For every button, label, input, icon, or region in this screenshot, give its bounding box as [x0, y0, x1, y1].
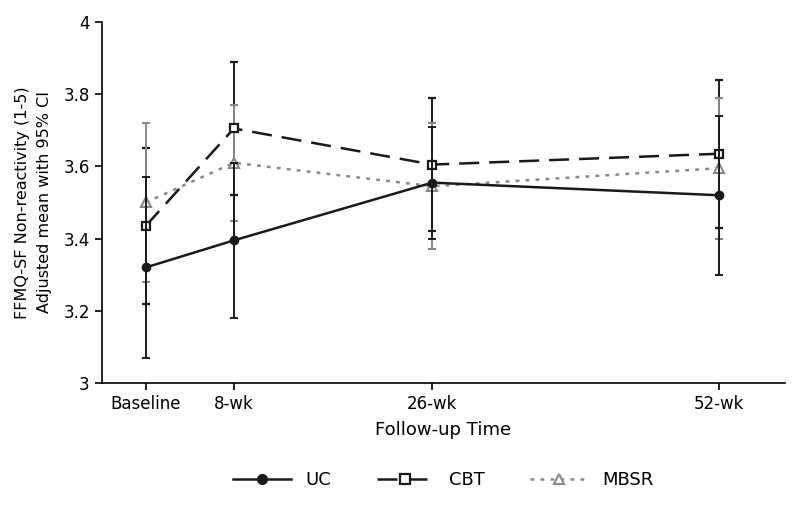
Y-axis label: FFMQ-SF Non-reactivity (1-5)
Adjusted mean with 95% CI: FFMQ-SF Non-reactivity (1-5) Adjusted me…	[15, 86, 52, 319]
X-axis label: Follow-up Time: Follow-up Time	[375, 421, 511, 439]
Legend: UC, CBT, MBSR: UC, CBT, MBSR	[226, 464, 661, 497]
